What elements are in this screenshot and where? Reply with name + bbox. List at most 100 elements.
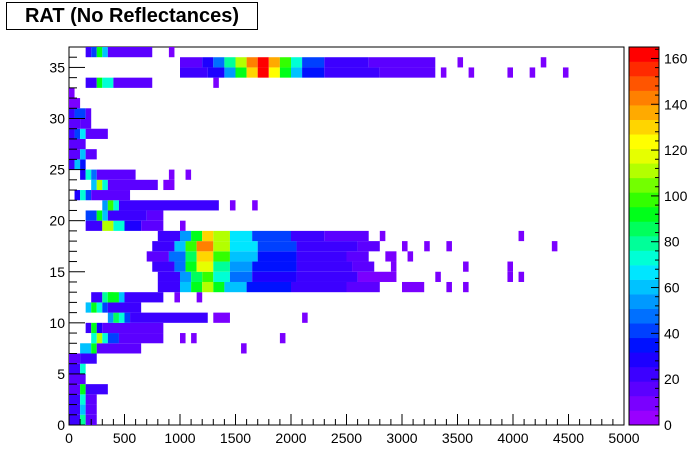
colorbar-frame (628, 46, 660, 426)
colorbar-swatch (629, 119, 659, 135)
heatmap-cell (174, 292, 180, 303)
heatmap-cell (118, 312, 125, 323)
heatmap-cell (85, 220, 103, 231)
heatmap-cell (80, 394, 86, 405)
heatmap-cell (185, 241, 197, 252)
heatmap-cell (168, 47, 175, 58)
heatmap-cell (102, 200, 108, 211)
heatmap-cell (213, 251, 230, 262)
heatmap-cell (446, 241, 452, 252)
heatmap-cell (196, 261, 214, 272)
heatmap-cell (96, 47, 103, 58)
heatmap-cell (213, 57, 225, 68)
heatmap-cell (180, 333, 186, 344)
colorbar-swatch (629, 163, 659, 179)
heatmap-cell (540, 57, 547, 68)
heatmap-cell (102, 302, 108, 313)
heatmap-cell (257, 67, 269, 78)
x-tick-label: 1000 (164, 430, 195, 446)
heatmap-cell (324, 67, 380, 78)
heatmap-cell (107, 302, 142, 313)
heatmap-cell (96, 169, 136, 180)
heatmap-cell (352, 261, 375, 272)
heatmap-cell (213, 241, 230, 252)
heatmap-cell (118, 200, 219, 211)
heatmap-cell (213, 230, 230, 242)
heatmap-cell (368, 57, 436, 68)
heatmap-cell (91, 190, 131, 201)
heatmap-cell (252, 261, 297, 272)
heatmap-cell (69, 138, 86, 150)
heatmap-cell (224, 57, 236, 68)
colorbar-swatch (629, 366, 659, 382)
colorbar-swatch (629, 323, 659, 339)
heatmap-cell (74, 128, 81, 139)
heatmap-cell (357, 271, 397, 282)
heatmap-cell (257, 57, 269, 68)
heatmap-cell (107, 333, 119, 344)
colorbar-swatch (629, 279, 659, 295)
colorbar-swatch (629, 206, 659, 222)
heatmap-cell (235, 57, 247, 68)
heatmap-cell (296, 261, 353, 272)
heatmap-cell (102, 47, 108, 58)
heatmap-cell (91, 302, 97, 313)
heatmap-cell (80, 149, 86, 160)
heatmap-cell (202, 271, 214, 282)
heatmap-cell (91, 292, 103, 303)
colorbar-swatch (629, 410, 659, 426)
heatmap-cell (85, 108, 92, 119)
x-tick-label: 2000 (275, 430, 306, 446)
heatmap-cell (229, 230, 253, 242)
colorbar-swatch (629, 265, 659, 280)
colorbar-tick-label: 160 (664, 50, 688, 66)
heatmap-cell (152, 261, 175, 272)
x-tick-label: 2500 (331, 430, 362, 446)
y-axis: 0 5 10 15 20 25 30 35 (49, 46, 85, 433)
heatmap-cell (107, 210, 147, 221)
heatmap-cell (202, 281, 214, 293)
heatmap-cell (96, 210, 103, 221)
colorbar-swatch (629, 250, 659, 266)
heatmap-cell (279, 67, 291, 78)
heatmap-cell (69, 414, 81, 425)
heatmap-cell (157, 271, 180, 282)
heatmap-cell (390, 261, 397, 272)
heatmap-cell (346, 251, 369, 262)
heatmap-cell (202, 57, 214, 68)
heatmap-cell (180, 281, 192, 293)
colorbar-swatch (629, 134, 659, 150)
heatmap-cell (80, 343, 92, 354)
heatmap-cell (96, 179, 103, 191)
heatmap-cell (507, 261, 513, 272)
heatmap-cell (229, 200, 236, 211)
heatmap-cell (291, 230, 325, 242)
colorbar-swatch (629, 221, 659, 237)
heatmap-cell (252, 230, 291, 242)
colorbar-swatch (629, 308, 659, 324)
colorbar-tick-label: 20 (664, 371, 680, 387)
colorbar-tick-label: 0 (664, 417, 672, 433)
heatmap-cell (252, 200, 258, 211)
heatmap-cell (74, 108, 86, 119)
heatmap-cell (107, 200, 114, 211)
heatmap-cell (174, 261, 186, 272)
heatmap-cell (96, 333, 103, 344)
heatmap-cell (235, 67, 247, 78)
heatmap-cell (402, 281, 425, 293)
chart-title-box: RAT (No Reflectances) (6, 2, 258, 30)
heatmap-cell (213, 77, 219, 88)
heatmap-cell (80, 363, 86, 374)
heatmap-cell (69, 108, 75, 119)
colorbar-swatch (629, 395, 659, 411)
heatmap-cell (141, 220, 164, 231)
y-tick-label: 10 (49, 315, 65, 331)
heatmap-cell (69, 98, 81, 109)
heatmap-cell (246, 67, 258, 78)
x-tick-label: 4500 (553, 430, 584, 446)
heatmap-cell (85, 394, 97, 405)
heatmap-cell (102, 333, 108, 344)
heatmap-cell (80, 404, 86, 415)
x-tick-label: 4000 (497, 430, 528, 446)
heatmap-cell (257, 241, 297, 252)
